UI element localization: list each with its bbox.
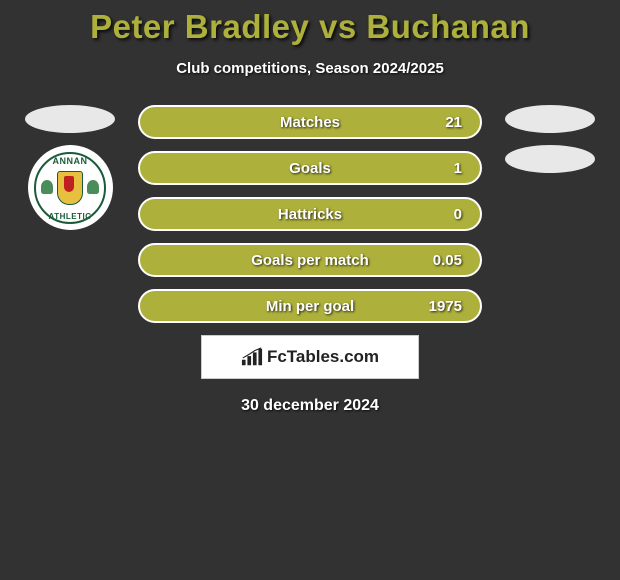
stat-value: 21 bbox=[445, 114, 462, 131]
player-oval-left bbox=[25, 105, 115, 133]
chart-bars-icon bbox=[241, 347, 263, 367]
stat-value: 0.05 bbox=[433, 252, 462, 269]
badge-text-top: ANNAN bbox=[53, 156, 88, 166]
left-column: ANNAN ATHLETIC bbox=[20, 105, 120, 230]
player-oval-right bbox=[505, 105, 595, 133]
stat-label: Goals per match bbox=[251, 252, 369, 269]
badge-inner: ANNAN ATHLETIC bbox=[34, 152, 106, 224]
shield-icon bbox=[57, 171, 83, 205]
badge-text-bottom: ATHLETIC bbox=[49, 212, 92, 221]
stats-column: Matches 21 Goals 1 Hattricks 0 Goals per match… bbox=[138, 105, 482, 323]
club-badge-left: ANNAN ATHLETIC bbox=[28, 145, 113, 230]
stat-value: 0 bbox=[454, 206, 462, 223]
stat-value: 1 bbox=[454, 160, 462, 177]
subtitle: Club competitions, Season 2024/2025 bbox=[0, 60, 620, 77]
club-oval-right bbox=[505, 145, 595, 173]
stat-label: Goals bbox=[289, 160, 331, 177]
infographic-container: Peter Bradley vs Buchanan Club competiti… bbox=[0, 0, 620, 415]
stat-label: Matches bbox=[280, 114, 340, 131]
right-column bbox=[500, 105, 600, 173]
stat-label: Hattricks bbox=[278, 206, 342, 223]
stat-bar: Goals per match 0.05 bbox=[138, 243, 482, 277]
stat-bar: Hattricks 0 bbox=[138, 197, 482, 231]
stat-bar: Goals 1 bbox=[138, 151, 482, 185]
footer-brand-text: FcTables.com bbox=[267, 347, 379, 367]
page-title: Peter Bradley vs Buchanan bbox=[0, 8, 620, 46]
content-row: ANNAN ATHLETIC Matches 21 Goals 1 Hattricks 0… bbox=[0, 105, 620, 323]
thistle-icon bbox=[41, 180, 53, 194]
thistle-icon bbox=[87, 180, 99, 194]
footer-brand: FcTables.com bbox=[201, 335, 419, 379]
stat-label: Min per goal bbox=[266, 298, 354, 315]
stat-value: 1975 bbox=[429, 298, 462, 315]
date-text: 30 december 2024 bbox=[0, 397, 620, 415]
stat-bar: Matches 21 bbox=[138, 105, 482, 139]
stat-bar: Min per goal 1975 bbox=[138, 289, 482, 323]
